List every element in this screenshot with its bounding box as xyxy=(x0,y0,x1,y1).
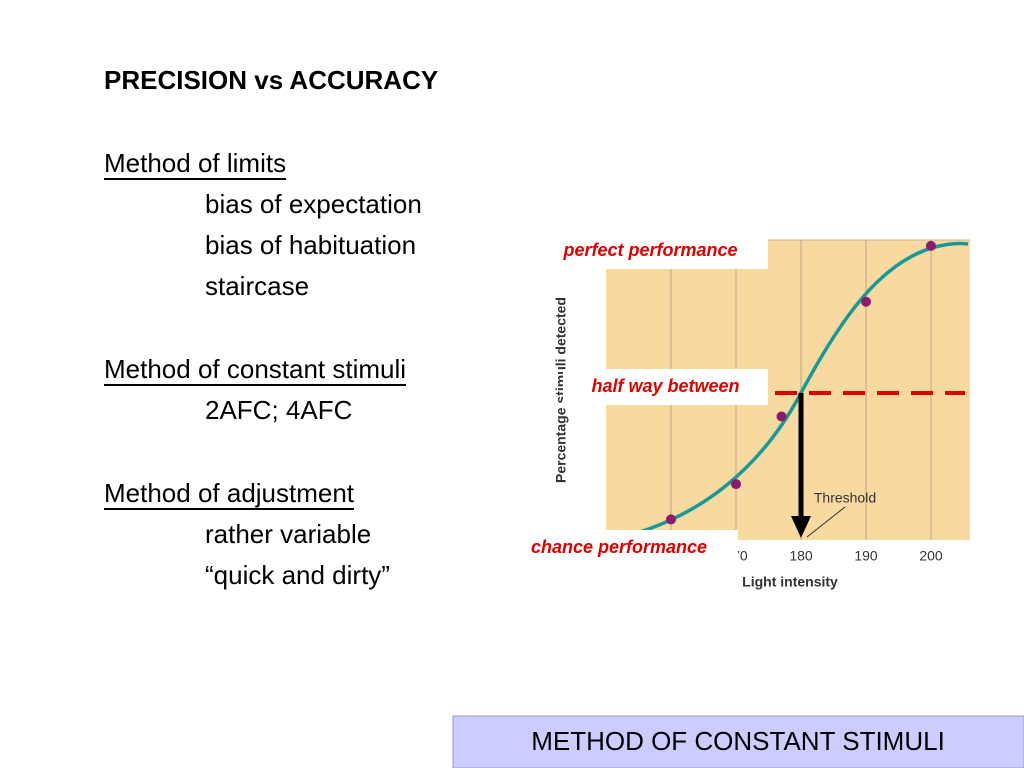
data-point xyxy=(731,479,741,490)
data-point xyxy=(666,514,676,525)
section-item: bias of expectation xyxy=(205,189,422,219)
x-axis-label: Light intensity xyxy=(742,574,838,590)
annotation-box xyxy=(500,530,738,566)
section-item: 2AFC; 4AFC xyxy=(205,395,352,425)
annotation: perfect performance xyxy=(562,240,737,260)
annotation: half way between xyxy=(591,376,739,396)
threshold-label: Threshold xyxy=(814,490,876,506)
footer-box xyxy=(452,715,1024,768)
annotation-box xyxy=(563,369,768,405)
section-item: bias of habituation xyxy=(205,230,416,260)
section-item: staircase xyxy=(205,271,309,301)
data-point xyxy=(776,411,787,422)
y-axis-label: Percentage stimuli detected xyxy=(553,297,569,483)
x-tick-label: 180 xyxy=(789,548,813,564)
section-title: Method of adjustment xyxy=(104,478,355,508)
data-point xyxy=(861,296,871,307)
threshold-leader xyxy=(806,506,846,538)
footer: METHOD OF CONSTANT STIMULI xyxy=(531,726,945,756)
x-tick-label: 190 xyxy=(854,548,878,564)
annotation-box xyxy=(533,233,768,269)
section-item: “quick and dirty” xyxy=(205,560,390,590)
arrow-head xyxy=(791,516,811,538)
fit-curve xyxy=(629,241,969,537)
section-item: rather variable xyxy=(205,519,371,549)
section-title: Method of constant stimuli xyxy=(104,354,406,384)
section-title: Method of limits xyxy=(104,148,286,178)
data-point xyxy=(926,240,936,251)
annotation: chance performance xyxy=(531,537,707,557)
heading: PRECISION vs ACCURACY xyxy=(104,65,438,95)
x-tick-label: 200 xyxy=(919,548,943,564)
